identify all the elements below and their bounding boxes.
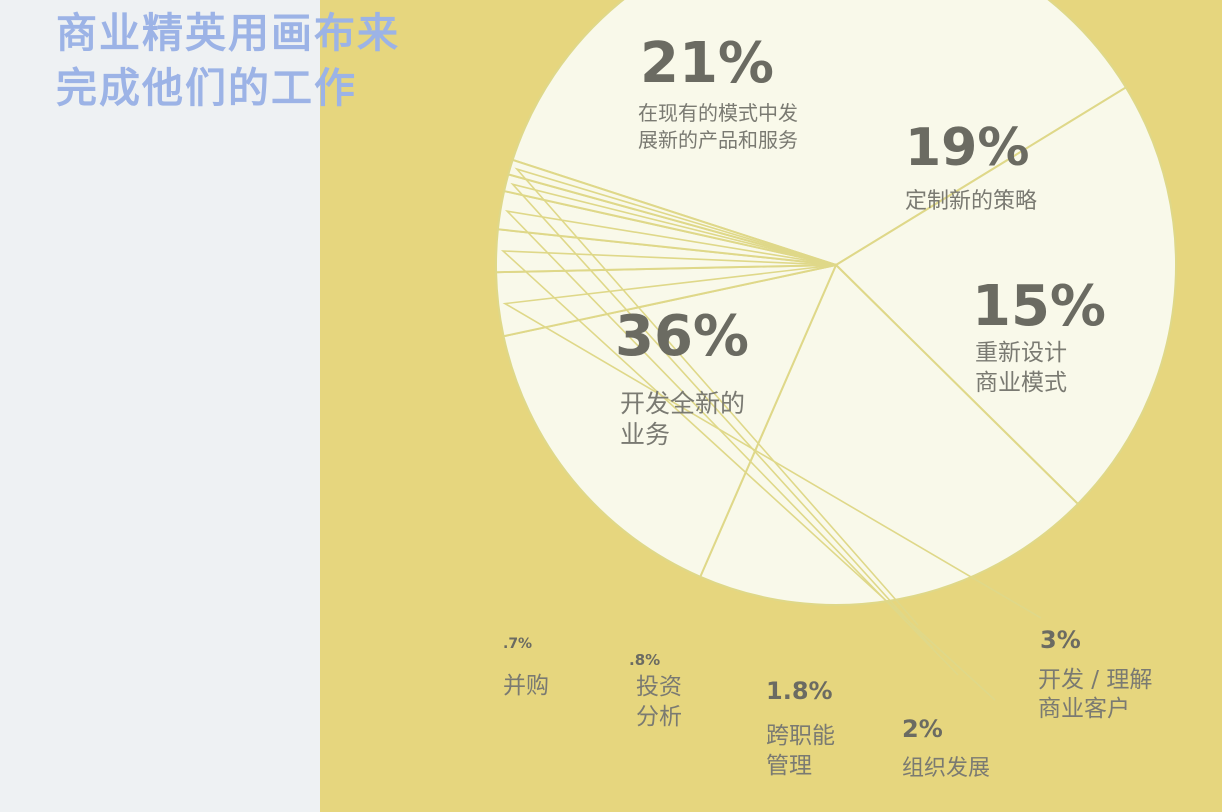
- leader-line-7: [510, 182, 934, 649]
- left-background: [0, 0, 320, 812]
- pie-slice-3: [502, 263, 838, 579]
- pie-slice-2: [698, 263, 1080, 606]
- slice-label-4-line-1: 商业客户: [1038, 696, 1130, 722]
- slice-value-4: 3%: [1040, 626, 1081, 654]
- leader-line-5: [500, 250, 996, 701]
- leader-line-8: [514, 167, 919, 626]
- slice-value-1: 21%: [640, 31, 774, 96]
- slice-label-1-line-0: 在现有的模式中发: [638, 101, 798, 125]
- leader-lines: [500, 167, 1042, 701]
- slide-title: 商业精英用画布来 完成他们的工作: [56, 6, 496, 116]
- slice-value-3: 15%: [972, 274, 1106, 339]
- leader-line-4: [502, 264, 1042, 619]
- slice-label-2-line-0: 定制新的策略: [905, 189, 1037, 214]
- slice-value-7: .8%: [629, 651, 660, 669]
- slice-label-8-line-0: 并购: [503, 673, 549, 699]
- title-line-2: 完成他们的工作: [56, 64, 357, 112]
- slice-value-5: 2%: [902, 715, 943, 743]
- slice-label-6-line-0: 跨职能: [766, 723, 835, 749]
- pie-slices: [495, 0, 1177, 606]
- pie-slice-1: [834, 86, 1177, 506]
- slice-label-5-line-0: 组织发展: [902, 756, 990, 781]
- slice-label-0-line-0: 开发全新的: [620, 389, 745, 418]
- title-line-1: 商业精英用画布来: [56, 9, 400, 57]
- slice-label-1-line-1: 展新的产品和服务: [638, 128, 798, 152]
- slice-label-7-line-1: 分析: [636, 704, 682, 730]
- slice-label-7-line-0: 投资: [636, 674, 682, 700]
- slice-value-6: 1.8%: [766, 677, 833, 705]
- slice-label-3-line-0: 重新设计: [975, 340, 1067, 366]
- pie-slice-8: [507, 158, 837, 266]
- slice-label-0-line-1: 业务: [620, 420, 670, 449]
- slice-label-3-line-1: 商业模式: [975, 370, 1067, 396]
- slice-value-8: .7%: [503, 636, 532, 652]
- slice-value-2: 19%: [905, 118, 1029, 178]
- pie-slice-0: [511, 0, 1128, 267]
- leader-line-6: [504, 210, 959, 676]
- slice-value-0: 36%: [615, 304, 749, 369]
- slice-label-4-line-0: 开发 / 理解: [1038, 667, 1152, 693]
- slice-label-6-line-1: 管理: [766, 753, 812, 779]
